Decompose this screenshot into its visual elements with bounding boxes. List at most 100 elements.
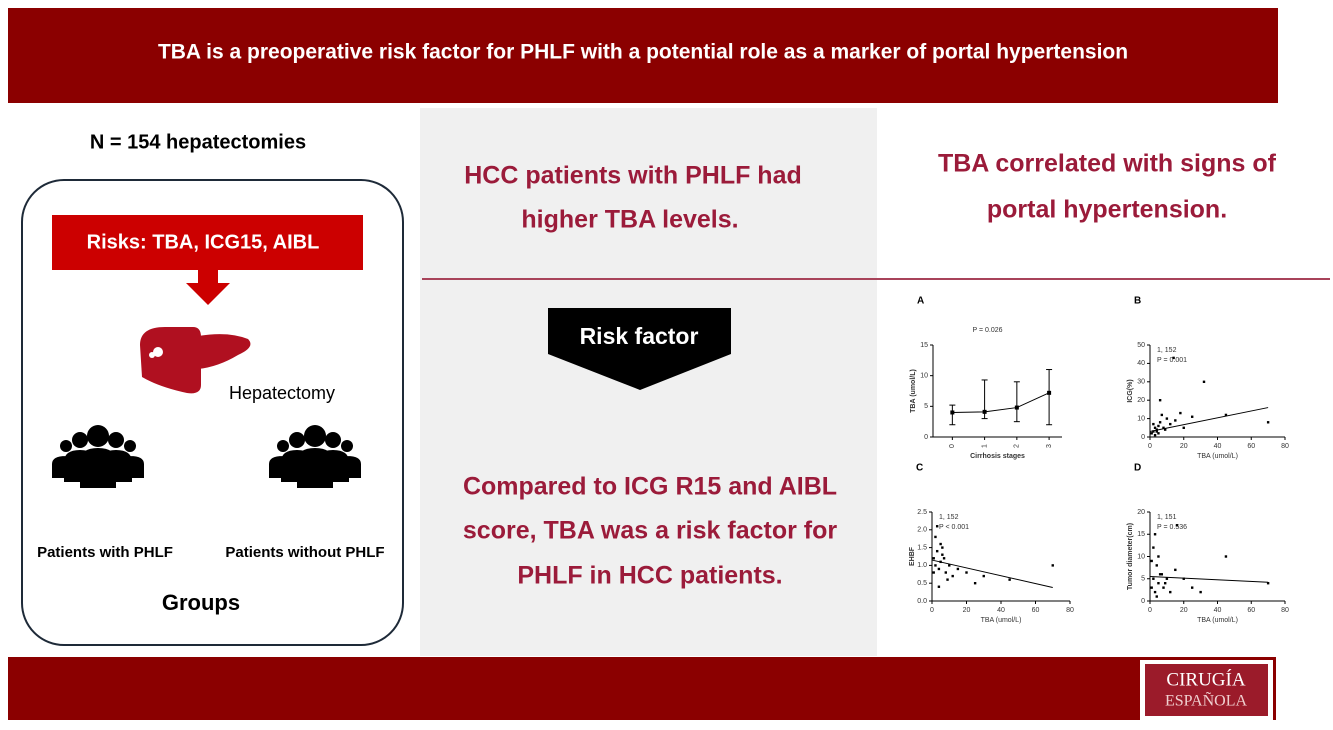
point (1266, 421, 1270, 424)
point (1158, 573, 1162, 576)
x-tick-label: 40 (1214, 443, 1222, 450)
x-axis-label: TBA (umol/L) (1197, 453, 1238, 460)
point (1162, 586, 1165, 589)
point (934, 564, 937, 567)
point (941, 546, 944, 549)
point (1175, 524, 1179, 527)
point (941, 553, 944, 556)
y-tick-label: 0 (924, 434, 928, 441)
logo (1145, 664, 1268, 716)
y-tick-label: 20 (1137, 397, 1145, 404)
plots: A 0 5 10 15 0 1 2 3 Cirrhosis stages TBA (umol/L) P… (909, 296, 1289, 624)
people-icon (52, 425, 144, 488)
x-tick-label: 60 (1247, 607, 1255, 614)
group-label: Patients without PHLF (225, 544, 384, 561)
right-title: portal hypertension. (987, 196, 1227, 224)
y-tick-label: 30 (1137, 379, 1145, 386)
logo-text: ESPAÑOLA (1165, 692, 1248, 710)
point (982, 574, 985, 578)
x-tick-label: 0 (1148, 607, 1152, 614)
groups-label: Groups (162, 590, 240, 615)
logo-text: CIRUGÍA (1166, 668, 1245, 690)
mean-line (952, 392, 1050, 413)
y-tick-label: 15 (920, 342, 928, 349)
risk-arrow (548, 308, 731, 390)
point (1160, 573, 1164, 576)
y-tick-label: 40 (1137, 360, 1145, 367)
y-tick-label: 10 (920, 373, 928, 380)
point (1158, 399, 1162, 402)
panel-label: A (917, 296, 924, 307)
y-tick-label: 50 (1137, 342, 1145, 349)
point (1157, 582, 1160, 585)
point (935, 525, 939, 528)
header-bar (8, 8, 1278, 103)
point (1165, 577, 1169, 580)
point (1199, 590, 1202, 594)
y-tick-label: 0.0 (917, 598, 927, 605)
y-tick-label: 2.0 (917, 527, 927, 534)
point (1158, 421, 1162, 424)
point (937, 585, 941, 588)
point (932, 557, 935, 560)
x-tick-label: 1 (981, 444, 988, 448)
point (1160, 413, 1164, 417)
y-tick-label: 15 (1137, 531, 1145, 538)
annotation: P = 0.026 (972, 327, 1002, 334)
point (1190, 586, 1194, 589)
y-tick-label: 0.5 (917, 580, 927, 587)
risks: Risks: TBA, ICG15, AIBL (87, 231, 320, 253)
point (946, 578, 949, 581)
annotation: 1, 152 (1157, 347, 1177, 354)
point (937, 567, 941, 571)
point (1224, 413, 1228, 417)
finding: PHLF in HCC patients. (517, 562, 782, 590)
point (1153, 533, 1157, 536)
x-tick-label: 0 (949, 444, 956, 448)
procedure: Hepatectomy (229, 383, 335, 403)
point (1008, 578, 1011, 581)
footer-bar (8, 657, 1276, 720)
finding: Compared to ICG R15 and AIBL (463, 473, 837, 501)
point (935, 549, 939, 553)
finding: higher TBA levels. (521, 206, 738, 234)
y-tick-label: 0 (1141, 434, 1145, 441)
x-tick-label: 3 (1046, 444, 1053, 448)
y-tick-label: 5 (1141, 576, 1145, 583)
y-axis-label: ICG(%) (1127, 379, 1134, 402)
mean-point (1014, 405, 1019, 410)
point (1157, 424, 1160, 428)
y-tick-label: 10 (1137, 553, 1145, 560)
point (1150, 586, 1153, 589)
point (1155, 430, 1158, 433)
y-axis-label: EHBF (909, 546, 916, 566)
x-tick-label: 2 (1014, 444, 1021, 448)
point (944, 571, 947, 574)
annotation: P < 0.001 (939, 524, 969, 531)
point (1153, 590, 1157, 594)
point (1162, 426, 1165, 429)
point (1174, 419, 1177, 422)
fit-line (1149, 407, 1269, 432)
point (1051, 564, 1054, 567)
tumor-icon (149, 352, 155, 358)
mean-point (1047, 390, 1052, 395)
x-tick-label: 80 (1066, 607, 1074, 614)
x-tick-label: 40 (1214, 607, 1222, 614)
point (939, 542, 942, 546)
point (1150, 432, 1153, 435)
y-tick-label: 1.0 (917, 562, 927, 569)
point (1179, 411, 1182, 415)
y-tick-label: 0 (1141, 598, 1145, 605)
point (951, 574, 954, 578)
y-tick-label: 1.5 (917, 544, 927, 551)
annotation: P = 0.536 (1157, 524, 1187, 531)
y-tick-label: 5 (924, 403, 928, 410)
point (1182, 426, 1185, 429)
x-tick-label: 40 (997, 607, 1005, 614)
fit-line (931, 559, 1053, 588)
point (1157, 432, 1160, 435)
panel-label: B (1134, 296, 1141, 307)
